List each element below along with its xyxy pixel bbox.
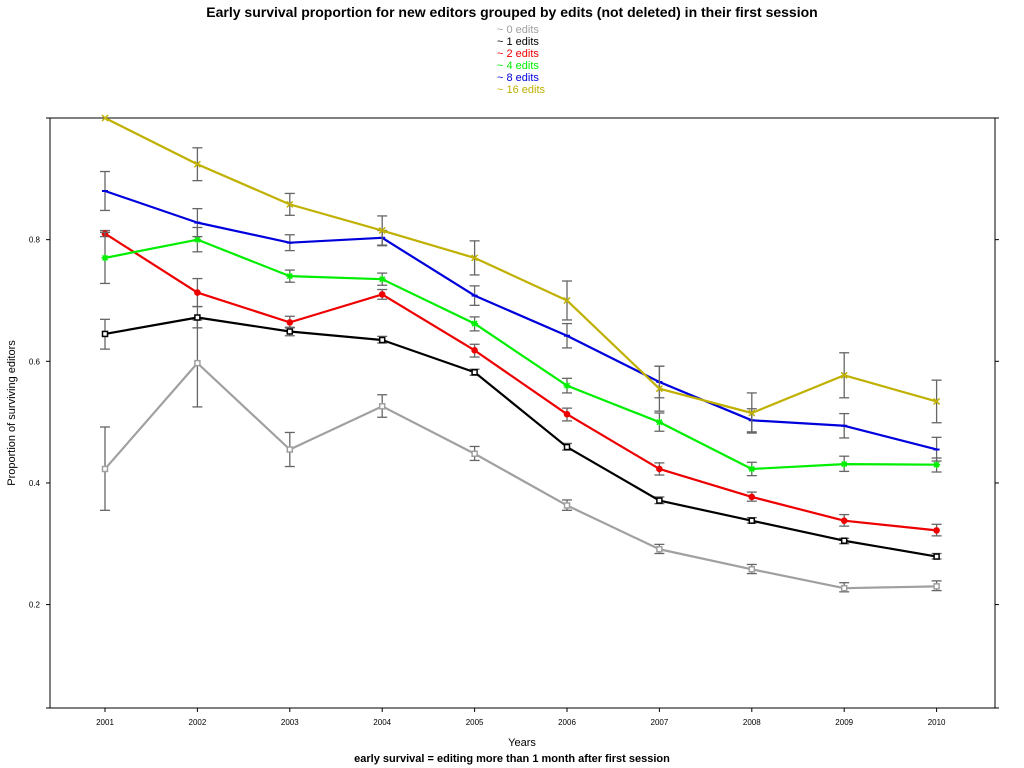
point-marker bbox=[193, 160, 201, 168]
x-tick-label: 2007 bbox=[651, 718, 669, 727]
series-line bbox=[104, 238, 937, 471]
point-marker bbox=[378, 291, 386, 298]
point-marker bbox=[840, 584, 848, 592]
point-marker bbox=[655, 418, 663, 426]
point-marker bbox=[655, 385, 663, 393]
legend-item: ~ 4 edits bbox=[497, 60, 539, 72]
point-marker bbox=[840, 460, 848, 468]
series-4 bbox=[100, 170, 942, 462]
axis-ticks: 2001 2002 2003 2004 2005 2006 2007 2008 2009 2010… bbox=[29, 117, 999, 727]
point-marker bbox=[748, 566, 756, 573]
series-0 bbox=[100, 319, 942, 593]
point-marker bbox=[286, 446, 294, 453]
point-marker bbox=[933, 461, 941, 469]
series-5 bbox=[101, 114, 942, 434]
x-tick-label: 2008 bbox=[743, 718, 761, 727]
point-marker bbox=[933, 527, 940, 534]
point-marker bbox=[286, 319, 294, 326]
point-marker bbox=[471, 368, 478, 376]
series-line bbox=[104, 316, 937, 558]
point-marker bbox=[101, 330, 109, 338]
point-marker bbox=[286, 328, 294, 335]
legend: ~ 0 edits~ 1 edits~ 2 edits~ 4 edits~ 8 … bbox=[497, 24, 546, 96]
point-marker bbox=[656, 545, 663, 553]
legend-item: ~ 0 edits bbox=[497, 24, 539, 36]
point-marker bbox=[471, 450, 478, 458]
point-marker bbox=[101, 465, 109, 473]
point-marker bbox=[101, 254, 109, 262]
point-marker bbox=[101, 114, 109, 122]
point-marker bbox=[748, 493, 756, 501]
point-marker bbox=[933, 397, 941, 405]
point-marker bbox=[471, 320, 479, 328]
point-marker bbox=[563, 410, 571, 418]
legend-item: ~ 2 edits bbox=[497, 48, 539, 60]
point-marker bbox=[840, 371, 848, 379]
point-marker bbox=[194, 314, 201, 321]
point-marker bbox=[563, 296, 571, 305]
x-tick-label: 2009 bbox=[835, 718, 853, 727]
x-tick-label: 2010 bbox=[928, 718, 946, 727]
point-marker bbox=[194, 289, 201, 296]
x-tick-label: 2006 bbox=[558, 718, 576, 727]
point-marker bbox=[563, 382, 571, 390]
point-marker bbox=[193, 236, 201, 244]
x-tick-label: 2003 bbox=[281, 718, 299, 727]
y-tick-label: 0.6 bbox=[29, 357, 41, 366]
x-axis-label: Years bbox=[508, 737, 536, 749]
y-tick-label: 0.4 bbox=[29, 479, 41, 488]
chart-title: Early survival proportion for new editor… bbox=[206, 4, 817, 20]
chart-caption: early survival = editing more than 1 mon… bbox=[354, 753, 670, 765]
point-marker bbox=[840, 517, 848, 524]
series-3 bbox=[100, 226, 942, 477]
x-tick-label: 2001 bbox=[96, 718, 114, 727]
series-group bbox=[100, 114, 942, 593]
point-marker bbox=[194, 359, 201, 367]
legend-item: ~ 1 edits bbox=[497, 36, 539, 48]
point-marker bbox=[563, 502, 571, 509]
series-1 bbox=[100, 305, 942, 560]
point-marker bbox=[563, 443, 571, 451]
point-marker bbox=[286, 272, 294, 280]
point-marker bbox=[748, 517, 756, 524]
point-marker bbox=[840, 537, 848, 544]
point-marker bbox=[378, 336, 386, 344]
series-line bbox=[104, 189, 937, 451]
point-marker bbox=[378, 226, 386, 235]
x-tick-label: 2004 bbox=[373, 718, 391, 727]
y-axis-label: Proportion of surviving editors bbox=[6, 340, 18, 486]
point-marker bbox=[286, 200, 294, 208]
point-marker bbox=[471, 347, 478, 354]
point-marker bbox=[378, 403, 386, 410]
point-marker bbox=[933, 583, 940, 590]
legend-item: ~ 8 edits bbox=[497, 72, 539, 84]
plot-frame bbox=[49, 117, 996, 709]
y-tick-label: 0.2 bbox=[29, 601, 41, 610]
series-line bbox=[104, 232, 937, 532]
point-marker bbox=[748, 465, 756, 473]
point-marker bbox=[748, 409, 756, 417]
series-line bbox=[104, 117, 937, 415]
series-2 bbox=[100, 229, 942, 537]
point-marker bbox=[933, 553, 940, 560]
legend-item: ~ 16 edits bbox=[497, 84, 546, 96]
series-line bbox=[104, 362, 937, 590]
point-marker bbox=[656, 465, 663, 473]
point-marker bbox=[378, 275, 386, 283]
point-marker bbox=[656, 497, 663, 504]
y-tick-label: 0.8 bbox=[29, 236, 41, 245]
x-tick-label: 2002 bbox=[189, 718, 207, 727]
point-marker bbox=[471, 254, 479, 262]
x-tick-label: 2005 bbox=[466, 718, 484, 727]
